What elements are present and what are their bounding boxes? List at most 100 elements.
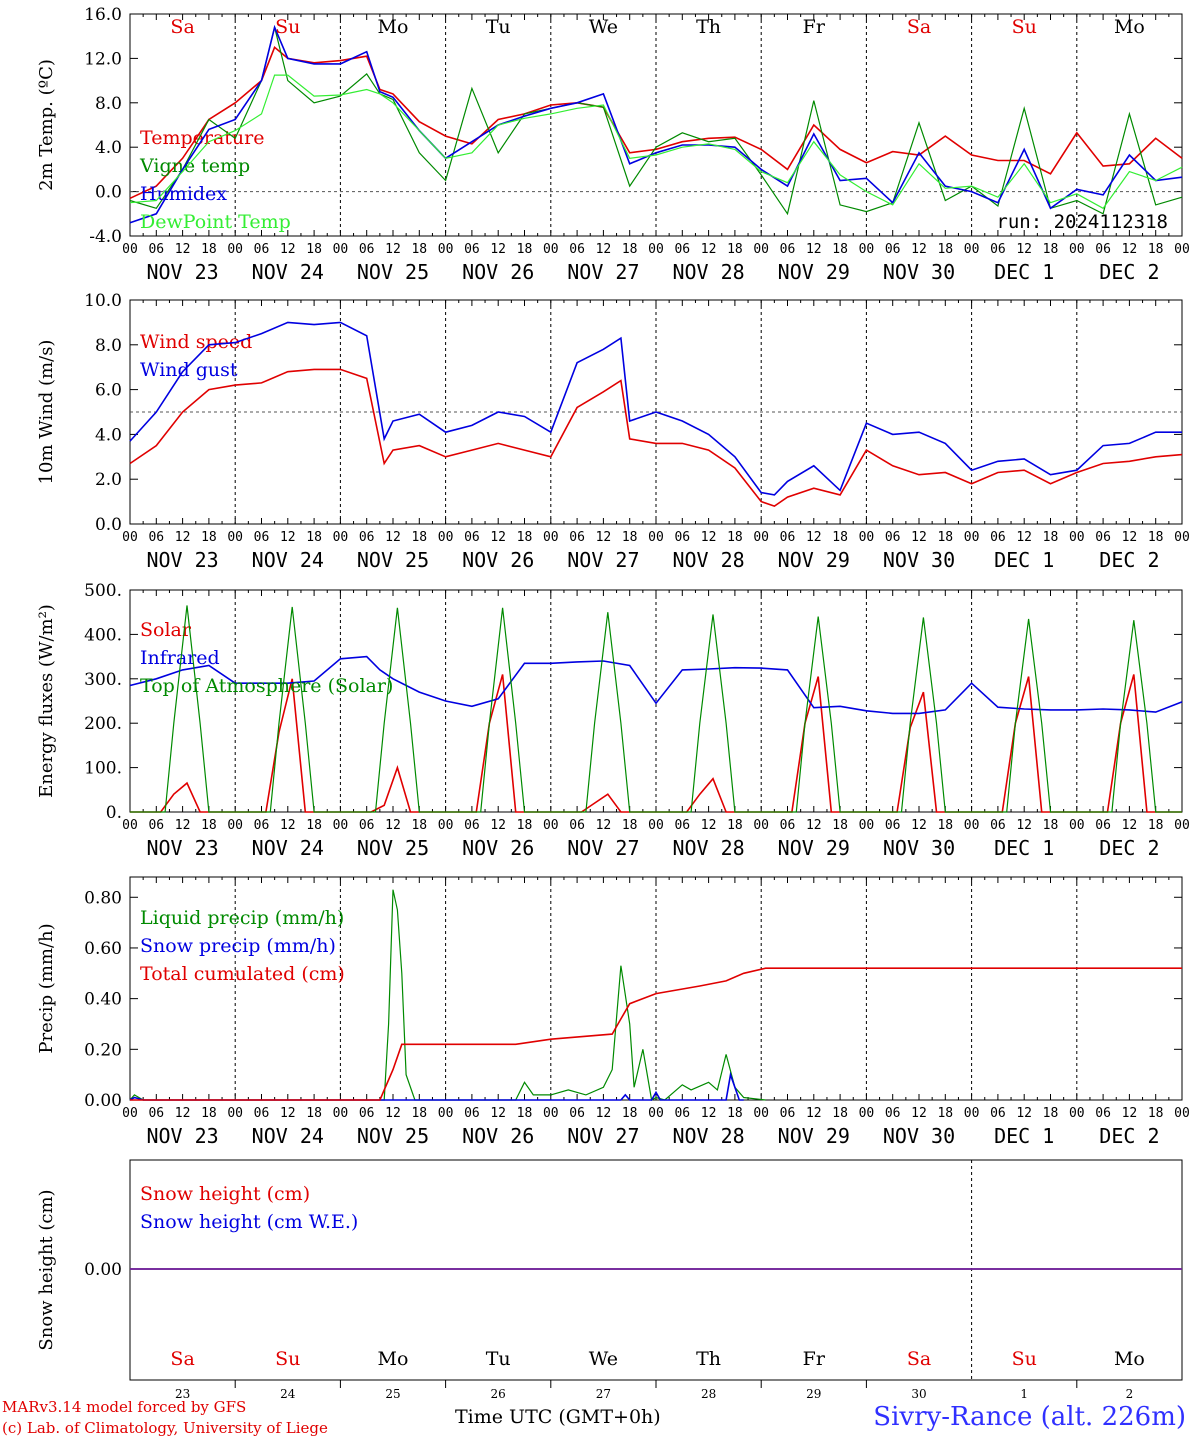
y-tick-label: 8.0 [95, 336, 122, 356]
date-label: DEC 2 [1099, 1124, 1159, 1148]
hour-label: 00 [753, 1106, 769, 1121]
y-tick-label: 0. [106, 803, 122, 823]
hour-label: 12 [596, 242, 612, 257]
hour-label: 00 [753, 242, 769, 257]
day-number: 24 [280, 1387, 296, 1401]
y-axis-label: 2m Temp. (ºC) [36, 59, 57, 191]
y-tick-label: 0.40 [84, 990, 122, 1010]
date-label: NOV 23 [146, 1124, 218, 1148]
weekday-label: Mo [1114, 1348, 1145, 1370]
time-axis-label: Time UTC (GMT+0h) [455, 1406, 661, 1428]
hour-label: 00 [333, 242, 349, 257]
day-number: 28 [701, 1387, 716, 1401]
date-label: NOV 28 [672, 260, 744, 284]
y-tick-label: 4.0 [95, 138, 122, 158]
date-label: NOV 25 [357, 548, 429, 572]
day-number: 2 [1126, 1387, 1134, 1401]
hour-label: 00 [964, 1106, 980, 1121]
hour-label: 18 [1148, 242, 1164, 257]
y-tick-label: 10.0 [84, 291, 122, 311]
date-label: NOV 25 [357, 836, 429, 860]
hour-label: 18 [201, 818, 217, 833]
weekday-label: Su [1012, 16, 1037, 38]
hour-label: 00 [648, 530, 664, 545]
hour-label: 18 [411, 242, 427, 257]
date-label: NOV 29 [778, 548, 850, 572]
day-number: 30 [911, 1387, 926, 1401]
hour-label: 00 [753, 818, 769, 833]
y-tick-label: 0.00 [84, 1260, 122, 1280]
y-axis-label: Precip (mm/h) [36, 923, 57, 1053]
hour-label: 12 [490, 530, 506, 545]
day-number: 29 [806, 1387, 821, 1401]
series-line-wind-speed [129, 368, 1183, 507]
hour-label: 06 [569, 818, 585, 833]
hour-label: 06 [674, 818, 690, 833]
hour-label: 00 [1174, 1106, 1190, 1121]
weekday-label: Mo [378, 16, 409, 38]
hour-label: 00 [1069, 242, 1085, 257]
hour-label: 06 [464, 242, 480, 257]
y-tick-label: 0.80 [84, 888, 122, 908]
y-tick-label: 0.00 [84, 1091, 122, 1111]
legend-entry: Snow height (cm) [140, 1183, 310, 1205]
hour-label: 00 [1174, 818, 1190, 833]
date-label: NOV 27 [567, 836, 639, 860]
panel-4: 00 06 12 18 00 06 12 18 00 06 12 18 00 06 12 18 00 06 12 18… [36, 876, 1190, 1148]
date-label: NOV 29 [778, 836, 850, 860]
hour-label: 06 [1095, 818, 1111, 833]
hour-label: 06 [148, 242, 164, 257]
hour-label: 12 [175, 1106, 191, 1121]
hour-label: 18 [201, 242, 217, 257]
hour-label: 00 [1174, 242, 1190, 257]
hour-label: 00 [333, 530, 349, 545]
weekday-label: Sa [907, 1348, 931, 1370]
date-label: NOV 23 [146, 260, 218, 284]
y-tick-label: 400. [84, 625, 122, 645]
date-label: NOV 24 [252, 1124, 324, 1148]
hour-label: 06 [254, 818, 270, 833]
hour-label: 12 [1016, 1106, 1032, 1121]
hour-label: 12 [806, 818, 822, 833]
legend-entry: DewPoint Temp [140, 211, 291, 233]
legend-entry: Liquid precip (mm/h) [140, 907, 344, 929]
y-tick-label: 4.0 [95, 425, 122, 445]
date-label: NOV 25 [357, 260, 429, 284]
hour-label: 00 [1069, 1106, 1085, 1121]
hour-label: 00 [859, 530, 875, 545]
hour-label: 18 [411, 530, 427, 545]
weekday-label: Su [275, 1348, 300, 1370]
hour-label: 00 [333, 1106, 349, 1121]
series-line-total-cumulated-cm- [130, 967, 1182, 1101]
hour-label: 12 [385, 1106, 401, 1121]
hour-label: 06 [885, 242, 901, 257]
hour-label: 06 [569, 242, 585, 257]
hour-label: 12 [1016, 242, 1032, 257]
legend-entry: Snow height (cm W.E.) [140, 1211, 358, 1233]
day-number: 25 [385, 1387, 400, 1401]
weekday-label: Sa [170, 1348, 194, 1370]
hour-label: 12 [701, 530, 717, 545]
hour-label: 12 [1122, 1106, 1138, 1121]
hour-label: 18 [622, 818, 638, 833]
y-tick-label: 6.0 [95, 381, 122, 401]
hour-label: 18 [517, 818, 533, 833]
legend-entry: Humidex [140, 183, 227, 205]
hour-label: 06 [359, 818, 375, 833]
hour-label: 12 [701, 818, 717, 833]
y-axis-label: Energy fluxes (W/m²) [36, 604, 57, 798]
hour-label: 00 [122, 242, 138, 257]
hour-label: 18 [1148, 1106, 1164, 1121]
hour-label: 18 [411, 1106, 427, 1121]
y-tick-label: 8.0 [95, 94, 122, 114]
hour-label: 00 [438, 1106, 454, 1121]
hour-label: 06 [254, 1106, 270, 1121]
hour-label: 00 [227, 530, 243, 545]
hour-label: 06 [1095, 530, 1111, 545]
weekday-label: Su [275, 16, 300, 38]
hour-label: 00 [964, 242, 980, 257]
hour-label: 18 [1043, 530, 1059, 545]
hour-label: 12 [701, 1106, 717, 1121]
legend-entry: Vigne temp [139, 155, 250, 177]
hour-label: 12 [280, 242, 296, 257]
